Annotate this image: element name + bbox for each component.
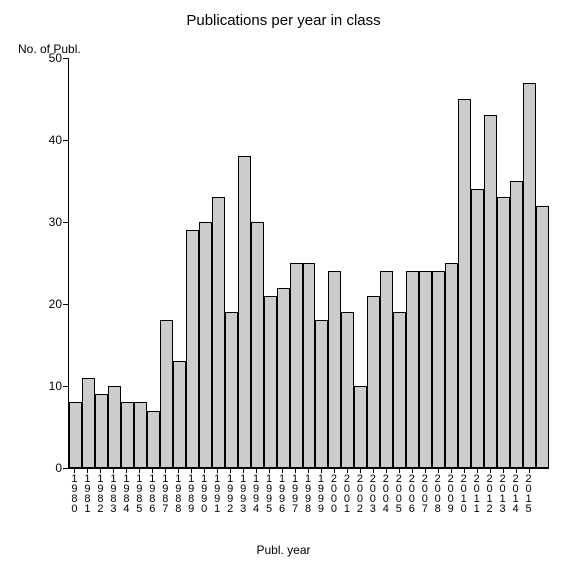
bar (121, 402, 134, 468)
bar (471, 189, 484, 468)
y-tick-label: 0 (36, 461, 62, 475)
bar (497, 197, 510, 468)
bar (367, 296, 380, 468)
x-tick-label: 1990 (200, 474, 208, 514)
bar (328, 271, 341, 468)
bar (406, 271, 419, 468)
y-tick-mark (63, 222, 68, 223)
bar (82, 378, 95, 468)
x-tick-label: 2015 (525, 474, 533, 514)
bar (341, 312, 354, 468)
x-tick-label: 1994 (252, 474, 260, 514)
y-tick-label: 20 (36, 297, 62, 311)
x-tick-label: 1997 (291, 474, 299, 514)
x-tick-label: 2004 (382, 474, 390, 514)
bar (160, 320, 173, 468)
bar (432, 271, 445, 468)
x-axis-label: Publ. year (0, 543, 567, 557)
bar (264, 296, 277, 468)
x-tick-label: 2012 (486, 474, 494, 514)
x-tick-label: 2006 (408, 474, 416, 514)
bar (251, 222, 264, 468)
x-tick-label: 2000 (330, 474, 338, 514)
y-tick-mark (63, 468, 68, 469)
bar (315, 320, 328, 468)
y-tick-label: 50 (36, 51, 62, 65)
x-tick-label: 2008 (434, 474, 442, 514)
bar (108, 386, 121, 468)
chart-container: Publications per year in class No. of Pu… (0, 0, 567, 567)
bar (419, 271, 432, 468)
bar (354, 386, 367, 468)
x-tick-label: 1985 (135, 474, 143, 514)
x-tick-label: 1992 (226, 474, 234, 514)
bar (212, 197, 225, 468)
bar (393, 312, 406, 468)
bar (238, 156, 251, 468)
x-tick-label: 1987 (161, 474, 169, 514)
bar (277, 288, 290, 468)
x-tick-label: 1984 (122, 474, 130, 514)
bar (199, 222, 212, 468)
y-tick-label: 10 (36, 379, 62, 393)
x-tick-label: 2005 (395, 474, 403, 514)
x-tick-label: 2014 (512, 474, 520, 514)
x-tick-label: 2002 (356, 474, 364, 514)
bar (445, 263, 458, 468)
x-tick-label: 1981 (83, 474, 91, 514)
x-tick-label: 2001 (343, 474, 351, 514)
x-tick-label: 1996 (278, 474, 286, 514)
bar (510, 181, 523, 468)
x-tick-label: 2013 (499, 474, 507, 514)
plot-area (68, 58, 549, 469)
bar (458, 99, 471, 468)
bar (523, 83, 536, 468)
bar (69, 402, 82, 468)
x-tick-label: 2007 (421, 474, 429, 514)
bar (536, 206, 549, 468)
y-tick-label: 30 (36, 215, 62, 229)
x-tick-label: 2011 (473, 474, 481, 514)
x-tick-label: 2009 (447, 474, 455, 514)
bar (225, 312, 238, 468)
bar (303, 263, 316, 468)
bar (147, 411, 160, 468)
x-tick-label: 2003 (369, 474, 377, 514)
x-tick-label: 1982 (96, 474, 104, 514)
x-tick-label: 1998 (304, 474, 312, 514)
y-tick-mark (63, 304, 68, 305)
y-tick-mark (63, 386, 68, 387)
x-tick-label: 1980 (70, 474, 78, 514)
x-tick-label: 1991 (213, 474, 221, 514)
x-tick-label: 1989 (187, 474, 195, 514)
chart-title: Publications per year in class (0, 12, 567, 29)
bar (186, 230, 199, 468)
x-tick-label: 1999 (317, 474, 325, 514)
y-tick-label: 40 (36, 133, 62, 147)
bar (134, 402, 147, 468)
x-tick-label: 1995 (265, 474, 273, 514)
bar (173, 361, 186, 468)
x-tick-label: 1988 (174, 474, 182, 514)
bar (95, 394, 108, 468)
bar (484, 115, 497, 468)
bar (380, 271, 393, 468)
y-tick-mark (63, 58, 68, 59)
y-tick-mark (63, 140, 68, 141)
bar (290, 263, 303, 468)
x-tick-label: 2010 (460, 474, 468, 514)
x-tick-label: 1986 (148, 474, 156, 514)
x-tick-label: 1993 (239, 474, 247, 514)
x-tick-label: 1983 (109, 474, 117, 514)
